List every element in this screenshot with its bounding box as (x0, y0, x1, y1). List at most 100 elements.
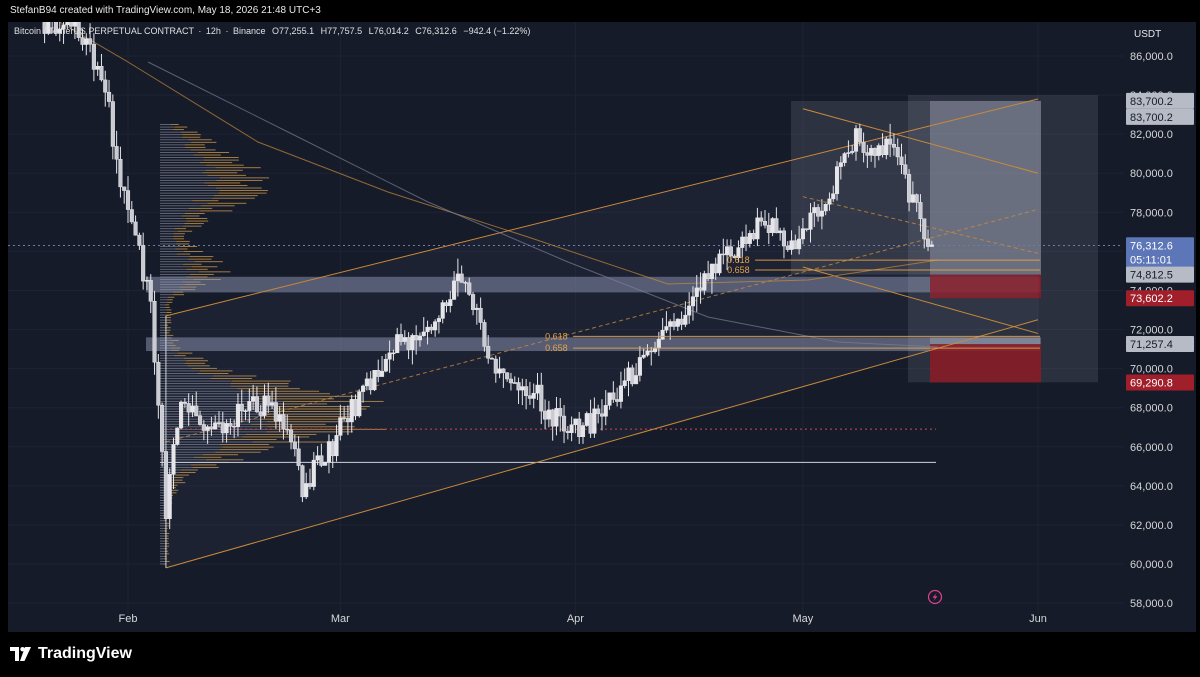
price-tick-label[interactable]: 80,000.0 (1130, 168, 1173, 180)
volume-profile-bar (173, 482, 186, 484)
volume-profile-bar-base (160, 400, 283, 402)
candle-up (778, 230, 783, 234)
volume-profile-bar (215, 187, 262, 189)
price-tick-label[interactable]: 82,000.0 (1130, 129, 1173, 141)
price-tick-label[interactable]: 66,000.0 (1130, 442, 1173, 454)
volume-profile-bar (167, 296, 175, 298)
volume-profile-bar-base (160, 540, 165, 542)
volume-profile-bar-base (160, 319, 167, 321)
volume-profile-bar-base (160, 251, 184, 252)
candle-down (577, 418, 582, 437)
symbol-legend[interactable]: Bitcoin / TetherUS PERPETUAL CONTRACT · … (14, 26, 530, 36)
candle-down (766, 224, 771, 233)
candle-down (141, 245, 146, 282)
candle-down (470, 294, 476, 310)
time-tick-label[interactable]: Feb (119, 613, 138, 625)
volume-profile-bar (208, 185, 248, 186)
wedge-lower-line[interactable] (802, 266, 1039, 334)
time-tick-label[interactable]: Jun (1029, 613, 1047, 625)
volume-profile-bar-base (160, 436, 243, 438)
time-tick-label[interactable]: May (793, 613, 814, 625)
volume-profile-bar-base (160, 497, 167, 499)
candle-down (516, 382, 521, 391)
price-tick-label[interactable]: 78,000.0 (1130, 207, 1173, 219)
volume-profile-bar-base (160, 172, 203, 174)
price-tick-label[interactable]: 62,000.0 (1130, 520, 1173, 532)
volume-profile-bar-base (160, 309, 167, 311)
volume-profile-bar (215, 451, 261, 453)
candle-up (387, 352, 392, 360)
price-tick-label[interactable]: 64,000.0 (1130, 481, 1173, 493)
candle-down (273, 402, 278, 422)
chart-background (8, 22, 1196, 632)
candle-down (91, 43, 96, 70)
volume-profile-bar-base (160, 218, 187, 219)
volume-profile-bar (269, 413, 360, 415)
time-tick-label[interactable]: Apr (567, 613, 584, 625)
volume-profile-bar-base (160, 192, 219, 194)
candle-up (440, 302, 445, 319)
candle-down (804, 228, 809, 230)
volume-profile-bar (245, 433, 317, 435)
candle-up (580, 425, 586, 437)
volume-profile-bar-base (160, 520, 164, 522)
volume-profile-bar (202, 454, 239, 456)
fib-label: 0.658 (545, 343, 568, 353)
volume-profile-bar-base (160, 373, 198, 374)
candle-down (671, 321, 677, 327)
price-tick-label[interactable]: 60,000.0 (1130, 559, 1173, 571)
volume-profile-bar (207, 174, 246, 176)
volume-profile-bar-base (160, 253, 177, 255)
volume-profile-bar (190, 149, 216, 151)
projection-box-2 (908, 95, 1098, 383)
candle-down (781, 230, 787, 247)
volume-profile-bar (177, 352, 193, 354)
candle-down (459, 273, 464, 283)
volume-profile-bar-base (160, 558, 164, 560)
volume-profile-bar-base (160, 370, 200, 372)
candle-down (285, 428, 290, 431)
volume-profile-bar (212, 197, 255, 199)
volume-profile-bar-base (160, 500, 167, 501)
high-label: H (321, 26, 328, 36)
wedge-upper-line[interactable] (802, 108, 1039, 174)
price-tick-label[interactable]: 86,000.0 (1130, 51, 1173, 63)
candle-up (448, 299, 453, 306)
volume-profile-bar (176, 243, 190, 245)
price-label-box-4 (1126, 266, 1194, 283)
time-tick-label[interactable]: Mar (331, 613, 350, 625)
price-tick-label[interactable]: 58,000.0 (1130, 598, 1173, 610)
price-tick-label[interactable]: 68,000.0 (1130, 403, 1173, 415)
channel-upper-line[interactable] (165, 98, 1039, 317)
channel-mid-line[interactable] (165, 208, 1039, 443)
candle-down (163, 451, 168, 519)
trend-lines[interactable] (8, 22, 1123, 569)
lightning-icon[interactable] (927, 589, 943, 605)
currency-label[interactable]: USDT (1134, 29, 1161, 40)
volume-profile-bar-base (160, 398, 256, 400)
candle-down (588, 413, 593, 434)
price-tick-label[interactable]: 70,000.0 (1130, 364, 1173, 376)
candle-up (224, 423, 229, 434)
time-axis[interactable]: Feb Mar Apr May Jun (119, 613, 1047, 625)
candle-down (865, 152, 870, 156)
candle-down (160, 405, 165, 452)
price-tick-label[interactable]: 72,000.0 (1130, 325, 1173, 337)
channel-lower-line[interactable] (165, 319, 1039, 569)
volume-profile-bar-base (160, 144, 185, 146)
tradingview-logo[interactable]: TradingView (10, 645, 132, 663)
volume-profile-bar (205, 459, 244, 461)
volume-profile-bar (168, 487, 176, 489)
candle-up (497, 368, 502, 374)
volume-profile-bar (165, 329, 171, 331)
volume-profile-bar (167, 299, 173, 301)
chart-panel[interactable]: 0.618 0.658 0.618 0.658 USDT 58,000.0 60,000… (8, 22, 1196, 632)
volume-profile-bar (191, 464, 217, 466)
volume-profile-bar-base (160, 131, 181, 133)
volume-profile-bar (184, 362, 206, 364)
candle-down (558, 408, 563, 417)
volume-profile-bar-base (160, 134, 183, 136)
candle-up (213, 422, 218, 430)
volume-profile-bar-base (160, 512, 166, 514)
